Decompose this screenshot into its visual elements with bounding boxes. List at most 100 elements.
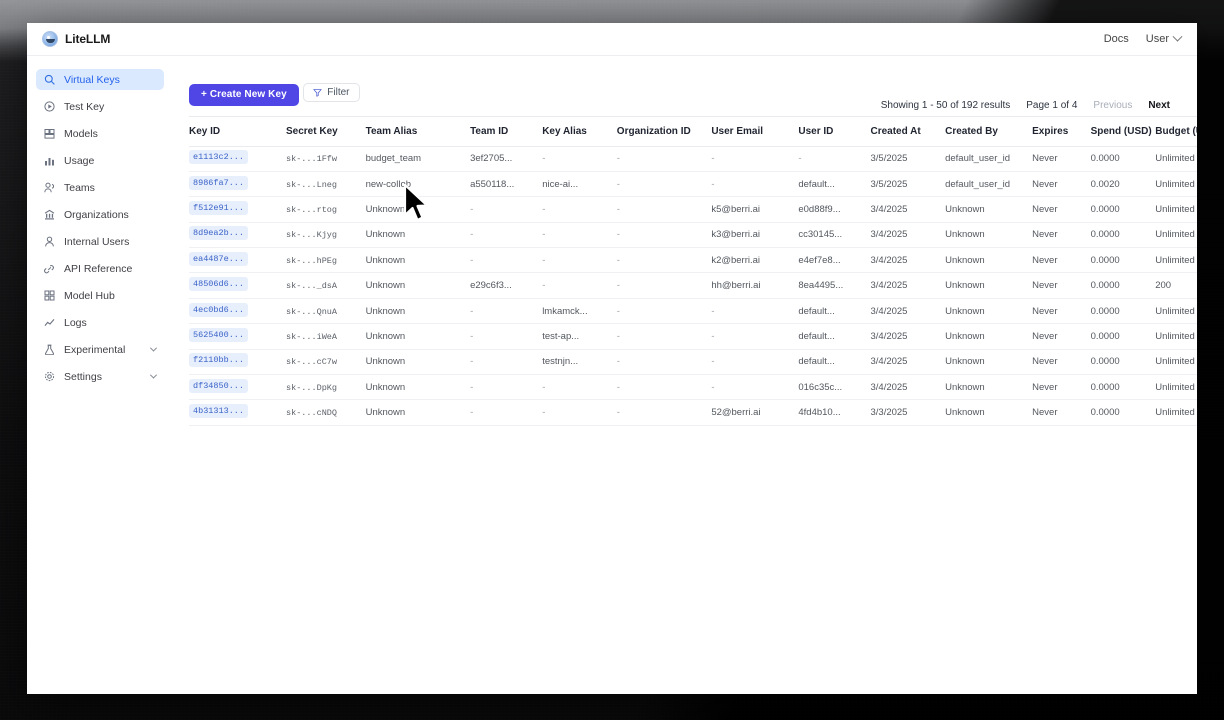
cell-key-id[interactable]: f2110bb... <box>189 349 286 376</box>
table-row[interactable]: e1113c2... sk-...1Ffw budget_team 3ef2705..… <box>189 146 1197 172</box>
sidebar-item-internal-users[interactable]: Internal Users <box>36 231 164 252</box>
cell-text: - <box>542 381 546 393</box>
cell-key-id[interactable]: 4ec0bd6... <box>189 298 286 325</box>
cell-text: Unknown <box>945 229 985 241</box>
cell-user-id: default... <box>798 298 871 325</box>
cell-user-email: - <box>711 349 799 376</box>
column-header[interactable]: Created At <box>870 116 946 147</box>
stack-icon <box>44 129 55 139</box>
cell-spend: 0.0020 <box>1090 171 1156 198</box>
cell-spend: 0.0000 <box>1090 222 1156 249</box>
table-row[interactable]: 8d9ea2b... sk-...Kjyg Unknown - - - k3@berri.a… <box>189 222 1197 249</box>
cell-text: - <box>470 229 474 241</box>
virtual-keys-table-container[interactable]: Key ID Secret Key Team Alias Team ID Key Ali… <box>189 115 1197 426</box>
sidebar-item-organizations[interactable]: Organizations <box>36 204 164 225</box>
table-row[interactable]: 5625400... sk-...iWeA Unknown - test-ap... - -… <box>189 323 1197 350</box>
column-header[interactable]: Team Alias <box>365 116 471 147</box>
cell-budget: Unlimited <box>1155 222 1197 249</box>
key-id-pill: 5625400... <box>189 327 249 342</box>
next-page-button[interactable]: Next <box>1148 100 1170 111</box>
cell-created-by: Unknown <box>945 323 1033 350</box>
sidebar-item-settings[interactable]: Settings <box>36 366 164 387</box>
table-row[interactable]: 4ec0bd6... sk-...QnuA Unknown - lmkamck... - -… <box>189 298 1197 325</box>
cell-org-id: - <box>616 323 712 350</box>
create-new-key-button[interactable]: + Create New Key <box>189 83 299 106</box>
cell-text: Unknown <box>945 330 985 342</box>
sidebar-item-usage[interactable]: Usage <box>36 150 164 171</box>
cell-text: Unlimited <box>1155 330 1195 342</box>
cell-key-id[interactable]: 48506d6... <box>189 272 286 299</box>
table-row[interactable]: 48506d6... sk-..._dsA Unknown e29c6f3... - - h… <box>189 272 1197 299</box>
sidebar-item-label: API Reference <box>64 262 133 275</box>
column-header[interactable]: Secret Key <box>286 116 366 147</box>
sidebar-item-logs[interactable]: Logs <box>36 312 164 333</box>
cell-text: sk-...hPEg <box>286 255 338 266</box>
column-header[interactable]: Budget (USD) <box>1155 116 1197 147</box>
sidebar-item-api-reference[interactable]: API Reference <box>36 258 164 279</box>
cell-secret-key: sk-...1Ffw <box>286 146 366 172</box>
cell-key-alias: - <box>542 399 617 426</box>
cell-budget: 200 <box>1155 272 1197 299</box>
sidebar-item-virtual-keys[interactable]: Virtual Keys <box>36 69 164 90</box>
column-header[interactable]: Organization ID <box>616 116 712 147</box>
cell-expires: Never <box>1032 222 1091 249</box>
cell-user-id: cc30145... <box>798 222 871 249</box>
cell-text: e4ef7e8... <box>798 254 841 266</box>
table-row[interactable]: f512e91... sk-...rtog Unknown - - - k5@berri.a… <box>189 196 1197 223</box>
column-header[interactable]: Key ID <box>189 116 286 147</box>
cell-text: - <box>542 280 546 292</box>
sidebar-item-models[interactable]: Models <box>36 123 164 144</box>
cell-key-id[interactable]: e1113c2... <box>189 146 286 172</box>
cell-text: Unlimited <box>1155 407 1195 419</box>
results-count: Showing 1 - 50 of 192 results <box>880 100 1011 111</box>
cell-text: Unlimited <box>1155 229 1195 241</box>
cell-user-id: - <box>798 146 871 172</box>
table-row[interactable]: 8986fa7... sk-...Lneg new-collob a550118...… <box>189 171 1197 198</box>
cell-team-alias: Unknown <box>365 374 471 401</box>
column-header[interactable]: Expires <box>1032 116 1091 147</box>
cell-text: default_user_id <box>945 178 1011 190</box>
cell-key-id[interactable]: 5625400... <box>189 323 286 350</box>
column-header[interactable]: User ID <box>798 116 871 147</box>
sidebar-item-experimental[interactable]: Experimental <box>36 339 164 360</box>
cell-text: Unknown <box>365 381 406 393</box>
user-menu-button[interactable]: User <box>1146 31 1183 45</box>
cell-text: k5@berri.ai <box>711 203 761 215</box>
docs-link[interactable]: Docs <box>1103 33 1129 45</box>
table-row[interactable]: df34850... sk-...DpKg Unknown - - - - 016c35c..… <box>189 374 1197 401</box>
filter-button[interactable]: Filter <box>303 83 360 102</box>
cell-created-at: 3/5/2025 <box>870 171 946 198</box>
cell-text: 0.0020 <box>1090 178 1120 190</box>
sidebar-item-test-key[interactable]: Test Key <box>36 96 164 117</box>
cell-key-id[interactable]: 4b31313... <box>189 399 286 426</box>
cell-key-id[interactable]: df34850... <box>189 374 286 401</box>
sidebar-item-model-hub[interactable]: Model Hub <box>36 285 164 306</box>
column-header[interactable]: Key Alias <box>542 116 617 147</box>
sidebar-item-teams[interactable]: Teams <box>36 177 164 198</box>
previous-page-button[interactable]: Previous <box>1093 100 1133 111</box>
table-row[interactable]: 4b31313... sk-...cNDQ Unknown - - - 52@berri.a… <box>189 399 1197 426</box>
cell-text: test-ap... <box>542 330 580 342</box>
cell-key-id[interactable]: 8986fa7... <box>189 171 286 198</box>
cell-spend: 0.0000 <box>1090 374 1156 401</box>
key-id-pill: 8986fa7... <box>189 175 249 190</box>
cell-text: Unlimited <box>1155 203 1195 215</box>
cell-text: - <box>798 153 802 165</box>
column-header[interactable]: Spend (USD) <box>1090 116 1156 147</box>
cell-user-email: - <box>711 323 799 350</box>
table-row[interactable]: f2110bb... sk-...cC7w Unknown - testnjn... - -… <box>189 349 1197 376</box>
cell-key-id[interactable]: f512e91... <box>189 196 286 223</box>
brand-name: LiteLLM <box>65 32 111 46</box>
app-body: Virtual Keys Test Key Models Usage Teams Orga… <box>27 56 1197 694</box>
cell-key-id[interactable]: ea4487e... <box>189 247 286 274</box>
cell-text: 0.0000 <box>1090 254 1120 266</box>
column-header[interactable]: User Email <box>711 116 799 147</box>
cell-user-id: e0d88f9... <box>798 196 871 223</box>
cell-team-id: - <box>470 374 543 401</box>
brand-logo[interactable]: LiteLLM <box>42 31 110 47</box>
cell-key-id[interactable]: 8d9ea2b... <box>189 222 286 249</box>
column-header[interactable]: Team ID <box>470 116 543 147</box>
table-row[interactable]: ea4487e... sk-...hPEg Unknown - - - k2@berri.a… <box>189 247 1197 274</box>
table-header-row: Key ID Secret Key Team Alias Team ID Key Ali… <box>189 116 1197 147</box>
column-header[interactable]: Created By <box>945 116 1033 147</box>
